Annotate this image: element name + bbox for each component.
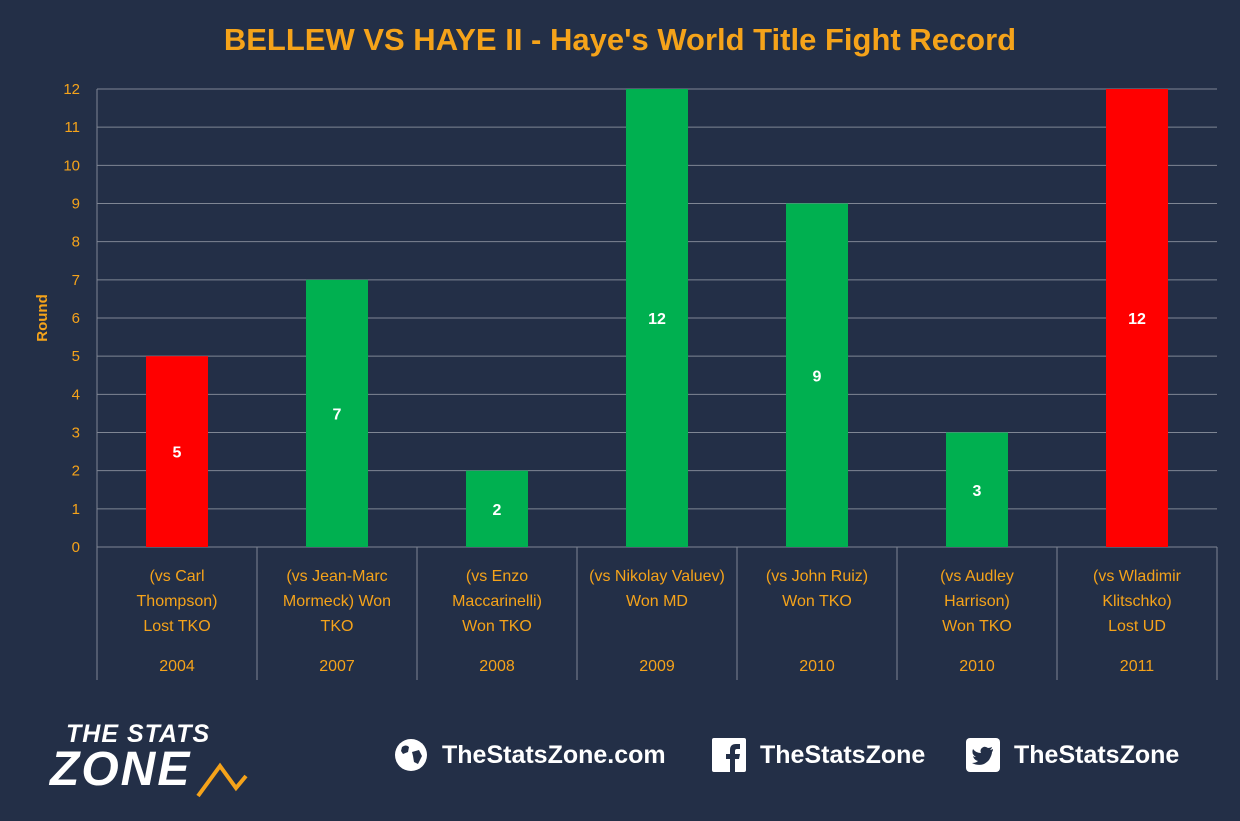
- y-tick-label: 4: [72, 386, 80, 403]
- x-category-label: Won MD: [626, 593, 688, 610]
- footer: THE STATS ZONE TheStatsZone.com TheStats…: [0, 700, 1240, 821]
- chart-title: BELLEW VS HAYE II - Haye's World Title F…: [223, 22, 1017, 57]
- x-category-label: Lost TKO: [143, 618, 210, 635]
- logo-swoosh-icon: [196, 762, 248, 798]
- x-category-label: Harrison): [944, 593, 1010, 610]
- x-year-label: 2004: [159, 658, 195, 675]
- twitter-text: TheStatsZone: [1014, 740, 1180, 769]
- x-year-label: 2009: [639, 658, 675, 675]
- website-text: TheStatsZone.com: [442, 740, 666, 769]
- x-category-label: TKO: [321, 618, 354, 635]
- y-tick-label: 0: [72, 539, 80, 556]
- twitter-icon: [966, 738, 1000, 772]
- y-tick-label: 3: [72, 425, 80, 442]
- y-tick-label: 1: [72, 501, 80, 518]
- logo-text-top: THE STATS: [66, 720, 211, 748]
- x-category-label: Won TKO: [462, 618, 532, 635]
- x-year-label: 2008: [479, 658, 515, 675]
- y-tick-label: 7: [72, 272, 80, 289]
- x-category-label: Mormeck) Won: [283, 593, 391, 610]
- x-category-label: (vs Wladimir: [1093, 568, 1182, 585]
- x-category-label: (vs John Ruiz): [766, 568, 868, 585]
- data-label: 9: [813, 368, 822, 385]
- stats-zone-logo: THE STATS ZONE: [48, 718, 263, 798]
- x-category-label: Lost UD: [1108, 618, 1166, 635]
- y-tick-label: 11: [64, 119, 80, 136]
- y-tick-label: 2: [72, 463, 80, 480]
- y-tick-label: 6: [72, 310, 80, 327]
- bar: [786, 203, 848, 547]
- data-label: 5: [173, 445, 182, 462]
- bar: [626, 89, 688, 547]
- y-tick-label: 12: [63, 81, 80, 98]
- y-tick-label: 9: [72, 196, 80, 213]
- facebook-link[interactable]: TheStatsZone: [712, 738, 925, 772]
- bar: [1106, 89, 1168, 547]
- x-category-label: (vs Enzo: [466, 568, 528, 585]
- x-category-label: Won TKO: [782, 593, 852, 610]
- x-category-label: (vs Jean-Marc: [286, 568, 387, 585]
- website-link[interactable]: TheStatsZone.com: [394, 738, 666, 772]
- twitter-link[interactable]: TheStatsZone: [966, 738, 1179, 772]
- x-category-label: (vs Nikolay Valuev): [589, 568, 725, 585]
- data-label: 12: [1128, 311, 1146, 328]
- facebook-icon: [712, 738, 746, 772]
- y-axis-label: Round: [34, 294, 51, 341]
- x-year-label: 2011: [1120, 658, 1155, 675]
- x-category-label: Won TKO: [942, 618, 1012, 635]
- globe-icon: [395, 739, 427, 771]
- x-category-label: (vs Carl: [149, 568, 204, 585]
- x-year-label: 2010: [799, 658, 835, 675]
- bar: [466, 470, 528, 547]
- y-tick-label: 5: [72, 348, 80, 365]
- y-tick-label: 10: [63, 157, 80, 174]
- bar: [146, 356, 208, 547]
- x-category-label: Maccarinelli): [452, 593, 542, 610]
- facebook-text: TheStatsZone: [760, 740, 926, 769]
- bar: [306, 279, 368, 547]
- y-tick-label: 8: [72, 234, 80, 251]
- data-label: 2: [493, 502, 502, 519]
- data-label: 3: [973, 483, 982, 500]
- x-category-label: (vs Audley: [940, 568, 1014, 585]
- x-category-label: Klitschko): [1102, 593, 1171, 610]
- x-category-label: Thompson): [137, 593, 218, 610]
- x-year-label: 2007: [319, 658, 355, 675]
- bar: [946, 432, 1008, 547]
- x-year-label: 2010: [959, 658, 995, 675]
- data-label: 7: [333, 406, 342, 423]
- data-label: 12: [648, 311, 666, 328]
- logo-text-bottom: ZONE: [50, 743, 192, 796]
